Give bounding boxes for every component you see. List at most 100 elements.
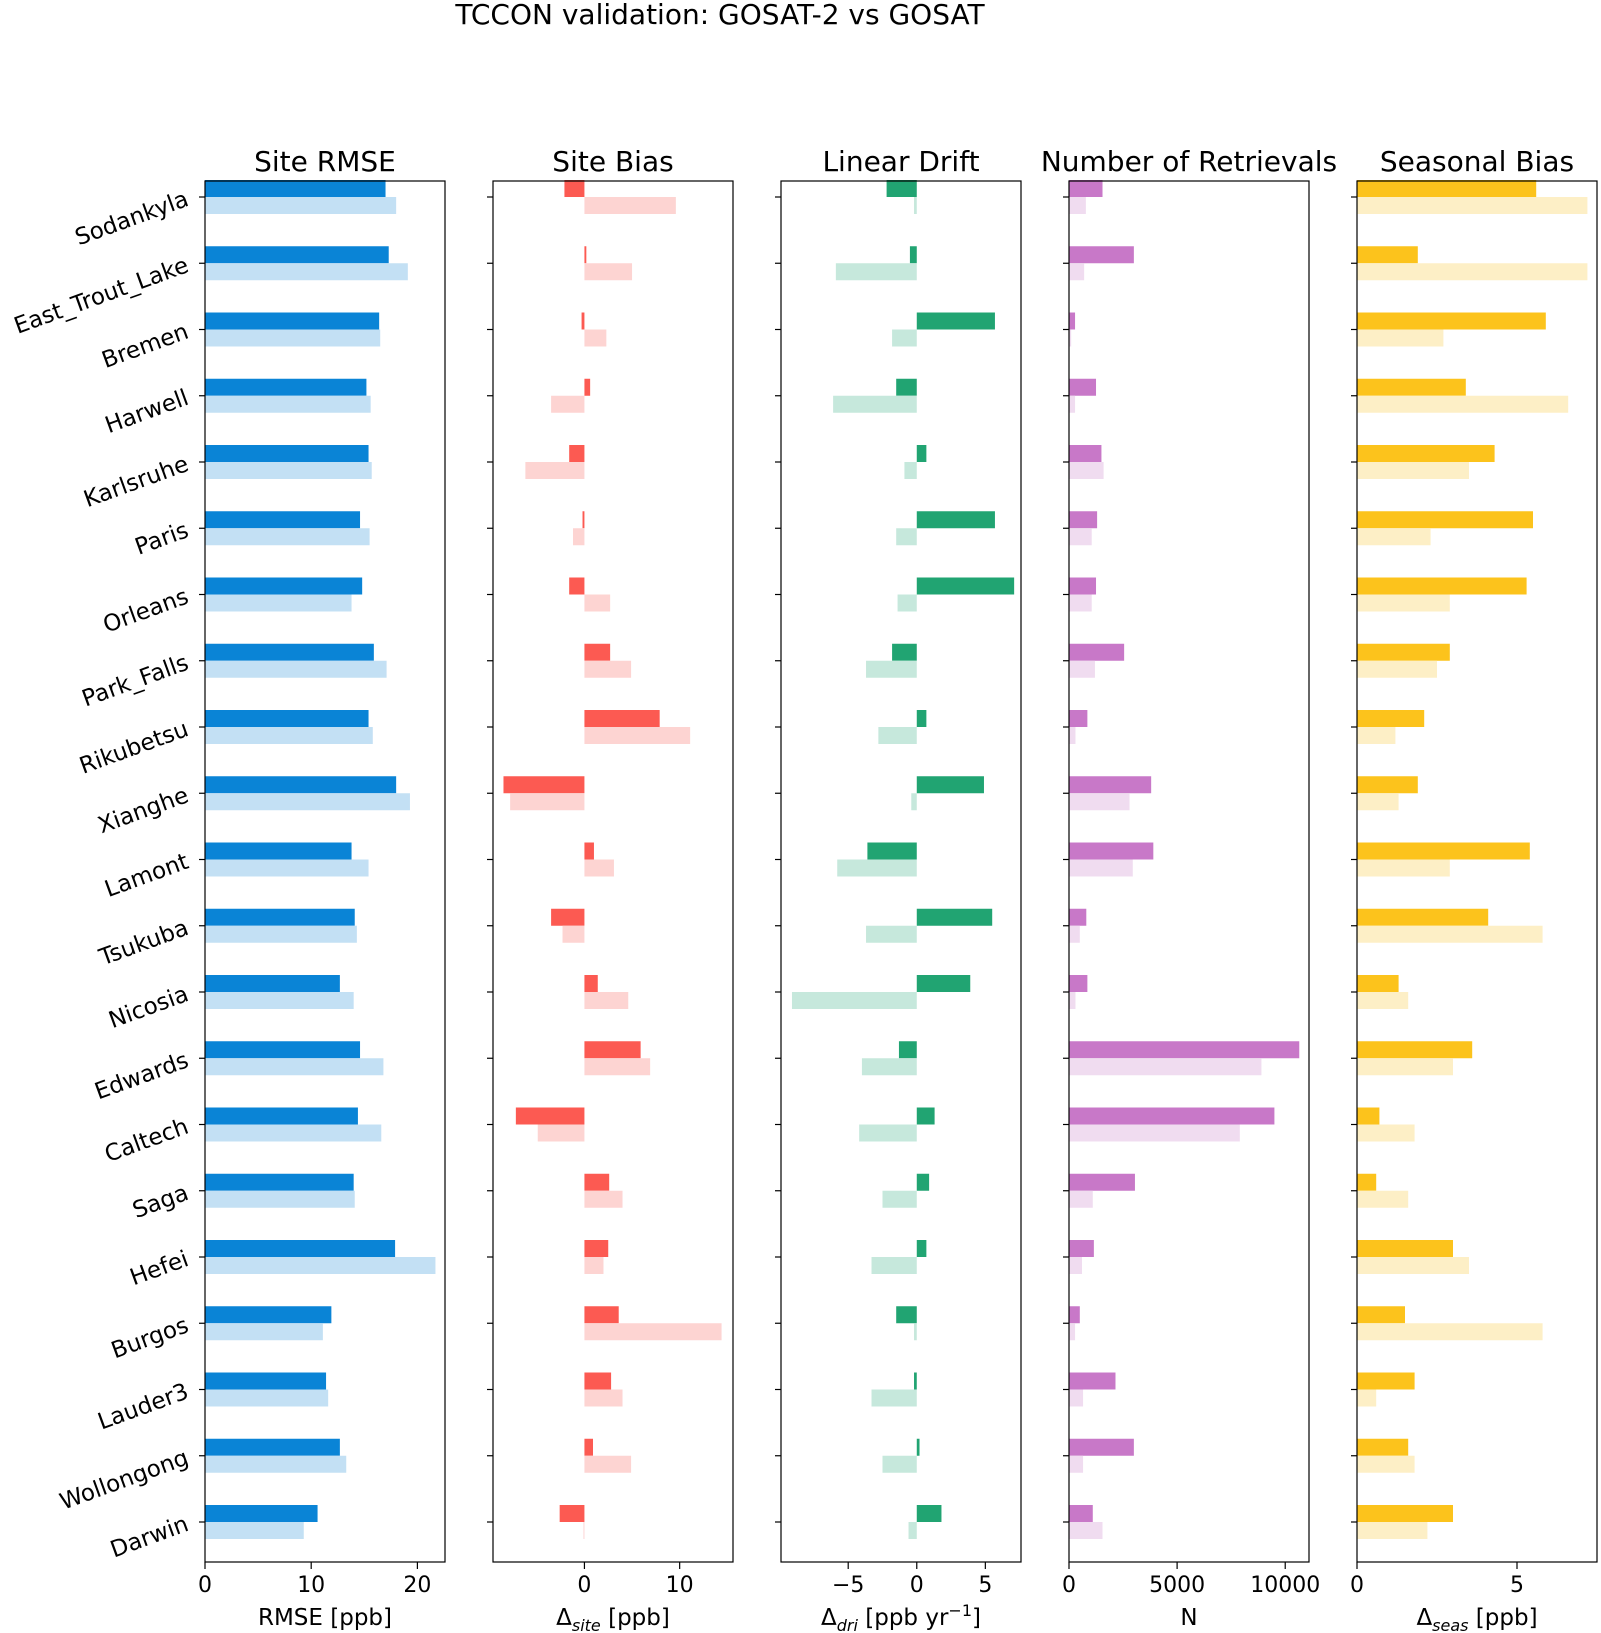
bar-gosat: [892, 329, 917, 347]
bar-gosat: [584, 1455, 632, 1473]
x-axis-label: RMSE [ppb]: [258, 1605, 392, 1631]
bar-gosat2: [584, 975, 598, 992]
bar-gosat: [1357, 1190, 1409, 1208]
bar-gosat: [205, 594, 352, 612]
bar-gosat: [510, 793, 585, 811]
bar-gosat: [861, 1058, 917, 1076]
bar-gosat2: [1069, 1306, 1080, 1324]
panel-title: Number of Retrievals: [1041, 145, 1337, 178]
bar-gosat2: [205, 246, 389, 264]
bar-gosat2: [564, 180, 585, 197]
bar-gosat: [205, 1190, 355, 1208]
bar-gosat: [584, 263, 633, 281]
bar-gosat: [1357, 1058, 1453, 1076]
bar-gosat2: [205, 378, 367, 396]
bar-gosat2: [916, 1240, 927, 1257]
site-label: Tsukuba: [95, 915, 192, 971]
bar-gosat: [908, 1522, 917, 1539]
bar-gosat: [896, 528, 917, 546]
bar-gosat: [537, 1124, 585, 1142]
bar-gosat: [584, 660, 632, 678]
bar-gosat: [584, 1389, 623, 1407]
x-tick-label: 20: [403, 1573, 431, 1598]
bar-gosat2: [1069, 1438, 1134, 1456]
bar-gosat2: [1357, 312, 1546, 330]
bar-gosat: [791, 992, 917, 1009]
bar-gosat: [584, 197, 676, 214]
bar-gosat2: [1069, 312, 1076, 330]
bar-gosat2: [205, 180, 386, 197]
bar-gosat: [835, 263, 917, 281]
panel-frame: [1356, 180, 1598, 1563]
site-label: Lamont: [101, 849, 192, 903]
panel-title: Seasonal Bias: [1380, 145, 1574, 178]
x-tick-label: −5: [832, 1573, 864, 1598]
bar-gosat2: [1069, 842, 1154, 860]
bar-gosat2: [1069, 710, 1088, 727]
x-tick-label: 5: [1510, 1573, 1524, 1598]
bar-gosat2: [1069, 445, 1102, 462]
bar-gosat: [1069, 462, 1104, 479]
bar-gosat: [584, 329, 607, 347]
bar-gosat2: [503, 776, 585, 794]
bar-gosat2: [1069, 180, 1103, 197]
bar-gosat: [1069, 859, 1133, 877]
bar-gosat2: [1069, 378, 1097, 396]
bar-gosat: [866, 660, 917, 678]
bar-gosat2: [1357, 1438, 1409, 1456]
bar-gosat: [1357, 1389, 1377, 1407]
bar-gosat2: [892, 643, 917, 661]
bar-gosat2: [205, 1240, 396, 1257]
bar-gosat2: [1357, 908, 1489, 926]
bar-gosat: [1357, 263, 1588, 281]
bar-gosat: [525, 462, 585, 479]
bar-gosat: [1069, 1190, 1093, 1208]
bar-gosat: [1357, 1522, 1428, 1539]
panel-frame: [204, 180, 446, 1563]
bar-gosat2: [1069, 1505, 1093, 1522]
bar-gosat: [904, 462, 917, 479]
bar-gosat2: [916, 1173, 930, 1191]
x-axis-label: Δseas [ppb]: [1416, 1605, 1537, 1633]
bar-gosat: [1357, 859, 1450, 877]
bar-gosat: [584, 1190, 623, 1208]
bar-gosat: [837, 859, 917, 877]
bar-gosat: [573, 528, 585, 546]
bar-gosat: [205, 1522, 304, 1539]
bar-gosat2: [1357, 1173, 1377, 1191]
site-label: Harwell: [102, 385, 192, 439]
bar-gosat2: [584, 1372, 612, 1390]
site-label: Hefei: [127, 1246, 192, 1291]
bar-gosat2: [584, 378, 591, 396]
site-label: Park_Falls: [79, 650, 192, 712]
bar-gosat2: [584, 1173, 610, 1191]
bar-gosat2: [916, 511, 995, 529]
bar-gosat: [205, 992, 354, 1009]
bar-gosat2: [205, 1041, 361, 1059]
bar-gosat2: [569, 577, 585, 595]
bar-gosat: [1069, 1257, 1082, 1274]
bar-gosat: [1069, 329, 1072, 347]
bar-gosat2: [205, 975, 340, 992]
panels-group: Site RMSE 0 10 20 RMSE [ppb] Site Bias 0 10 Δsit…: [11, 145, 1598, 1633]
bar-gosat: [1069, 1323, 1076, 1341]
site-label: Bremen: [99, 319, 192, 374]
bar-gosat: [878, 727, 917, 744]
bar-gosat2: [896, 378, 917, 396]
x-axis-label: N: [1180, 1605, 1197, 1631]
bar-gosat: [911, 793, 917, 811]
bar-gosat2: [1357, 710, 1425, 727]
bar-gosat: [1069, 263, 1085, 281]
bar-gosat: [584, 727, 691, 744]
bar-gosat: [584, 1058, 651, 1076]
bar-gosat2: [916, 1107, 935, 1125]
bar-gosat: [584, 594, 611, 612]
bar-gosat: [205, 462, 372, 479]
bar-gosat: [1357, 395, 1569, 413]
bar-gosat2: [1069, 643, 1125, 661]
bar-gosat2: [584, 842, 594, 860]
bar-gosat: [859, 1124, 917, 1142]
bar-gosat: [205, 1389, 329, 1407]
bar-gosat: [1069, 528, 1092, 546]
x-tick-label: 10: [666, 1573, 694, 1598]
